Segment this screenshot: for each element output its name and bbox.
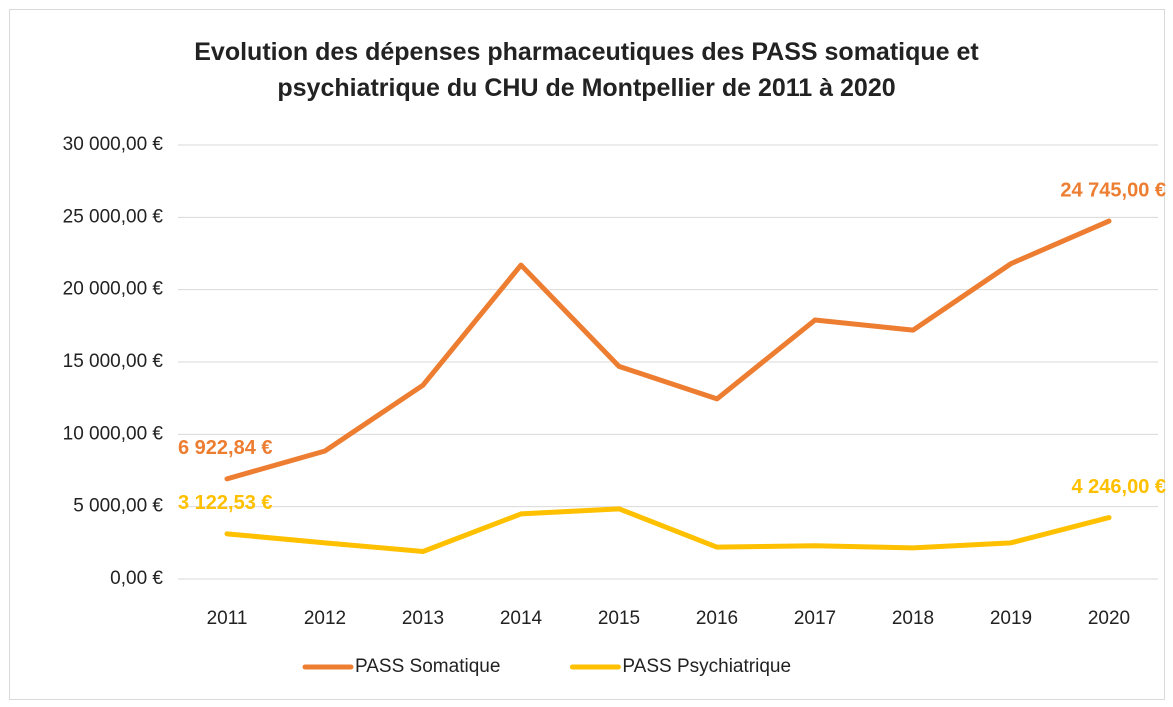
x-tick-label: 2018 bbox=[892, 608, 934, 629]
data-label: 4 246,00 € bbox=[1071, 476, 1166, 498]
x-tick-label: 2017 bbox=[794, 608, 836, 629]
y-tick-label: 10 000,00 € bbox=[63, 423, 164, 444]
x-tick-label: 2014 bbox=[500, 608, 543, 629]
legend-label: PASS Psychiatrique bbox=[622, 656, 791, 677]
series-line bbox=[224, 506, 1112, 555]
data-label: 6 922,84 € bbox=[178, 437, 273, 459]
y-tick-label: 20 000,00 € bbox=[63, 279, 164, 300]
data-label: 3 122,53 € bbox=[178, 492, 273, 514]
chart-frame bbox=[9, 9, 1165, 700]
x-tick-label: 2015 bbox=[598, 608, 640, 629]
y-tick-label: 5 000,00 € bbox=[73, 496, 163, 517]
x-tick-label: 2013 bbox=[402, 608, 444, 629]
data-label: 24 745,00 € bbox=[1060, 179, 1166, 201]
y-tick-label: 25 000,00 € bbox=[63, 206, 164, 227]
y-tick-label: 30 000,00 € bbox=[63, 134, 164, 155]
x-tick-label: 2020 bbox=[1088, 608, 1130, 629]
x-tick-label: 2012 bbox=[304, 608, 346, 629]
x-tick-label: 2011 bbox=[207, 608, 248, 629]
y-tick-label: 0,00 € bbox=[110, 568, 163, 589]
series-line bbox=[224, 218, 1112, 482]
chart-title: Evolution des dépenses pharmaceutiques d… bbox=[194, 38, 979, 102]
y-tick-label: 15 000,00 € bbox=[63, 351, 164, 372]
x-tick-label: 2019 bbox=[990, 608, 1032, 629]
legend-label: PASS Somatique bbox=[355, 656, 500, 677]
x-tick-label: 2016 bbox=[696, 608, 738, 629]
